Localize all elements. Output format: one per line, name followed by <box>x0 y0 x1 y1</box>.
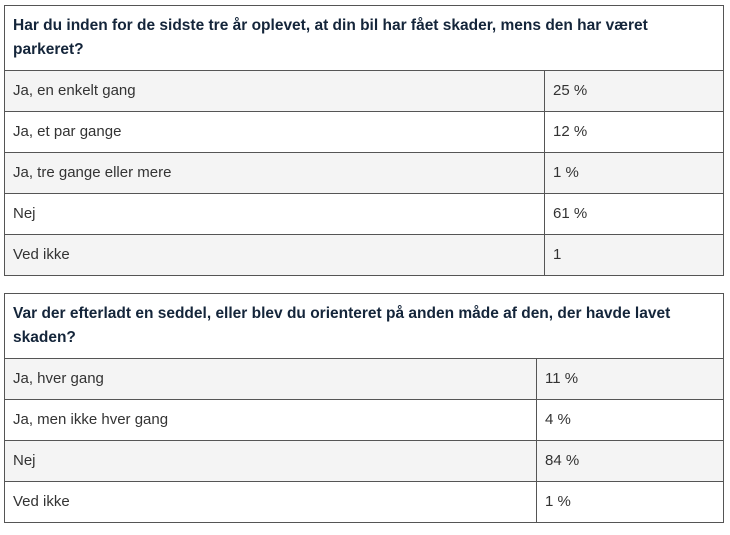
value-cell: 12 % <box>544 111 724 153</box>
value-cell: 84 % <box>536 440 724 482</box>
value-cell: 4 % <box>536 399 724 441</box>
answer-cell: Ja, tre gange eller mere <box>4 152 545 194</box>
answer-cell: Ja, en enkelt gang <box>4 70 545 112</box>
value-cell: 1 <box>544 234 724 276</box>
table-row: Ja, et par gange 12 % <box>4 111 724 153</box>
table-row: Ja, hver gang 11 % <box>4 358 724 400</box>
question-header: Var der efterladt en seddel, eller blev … <box>4 293 724 359</box>
value-cell: 11 % <box>536 358 724 400</box>
table-row: Ja, men ikke hver gang 4 % <box>4 399 724 441</box>
value-cell: 25 % <box>544 70 724 112</box>
table-row: Ja, en enkelt gang 25 % <box>4 70 724 112</box>
answer-cell: Nej <box>4 193 545 235</box>
answer-cell: Ved ikke <box>4 481 537 523</box>
value-cell: 1 % <box>536 481 724 523</box>
answer-cell: Ja, hver gang <box>4 358 537 400</box>
question-header: Har du inden for de sidste tre år opleve… <box>4 5 724 71</box>
answer-cell: Ja, et par gange <box>4 111 545 153</box>
table-row: Nej 61 % <box>4 193 724 235</box>
table-row: Ved ikke 1 % <box>4 481 724 523</box>
value-cell: 61 % <box>544 193 724 235</box>
survey-table-1: Har du inden for de sidste tre år opleve… <box>4 5 724 276</box>
table-row: Ja, tre gange eller mere 1 % <box>4 152 724 194</box>
survey-table-2: Var der efterladt en seddel, eller blev … <box>4 293 724 523</box>
table-row: Ved ikke 1 <box>4 234 724 276</box>
value-cell: 1 % <box>544 152 724 194</box>
answer-cell: Ja, men ikke hver gang <box>4 399 537 441</box>
table-row: Nej 84 % <box>4 440 724 482</box>
answer-cell: Nej <box>4 440 537 482</box>
answer-cell: Ved ikke <box>4 234 545 276</box>
